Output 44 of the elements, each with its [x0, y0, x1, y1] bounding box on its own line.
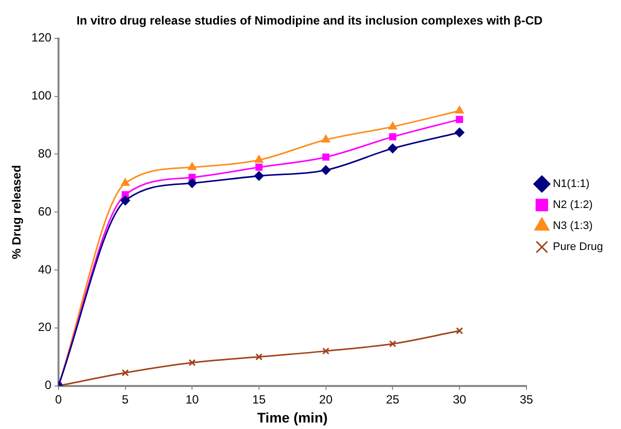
- x-tick-label: 0: [55, 392, 62, 406]
- y-tick-label: 60: [38, 204, 52, 218]
- y-axis-title: % Drug released: [10, 165, 24, 260]
- x-tick-label: 30: [452, 392, 467, 406]
- y-tick-label: 80: [38, 146, 52, 161]
- point: [120, 196, 130, 206]
- y-tick-label: 0: [44, 378, 52, 392]
- point: [455, 106, 464, 114]
- x-tick-label: 10: [185, 392, 200, 406]
- point: [389, 340, 396, 348]
- point: [454, 128, 464, 138]
- point: [456, 116, 464, 124]
- x-tick-label: 15: [252, 392, 266, 406]
- x-tick-label: 35: [520, 392, 534, 406]
- legend-label: N3 (1:3): [552, 220, 593, 232]
- y-tick-label: 120: [31, 30, 52, 45]
- point: [122, 369, 129, 376]
- point: [188, 359, 196, 366]
- point: [388, 144, 398, 154]
- point: [322, 154, 330, 161]
- point: [456, 327, 464, 334]
- chart-title: In vitro drug release studies of Nimodipine and its inclusion complexes with β-CD: [76, 14, 543, 28]
- x-tick-label: 20: [319, 392, 333, 406]
- point: [255, 353, 263, 360]
- point: [322, 134, 330, 142]
- point: [322, 347, 330, 355]
- point: [254, 155, 264, 163]
- y-tick-label: 100: [31, 88, 52, 103]
- point: [121, 178, 130, 186]
- legend-label: N2 (1:2): [552, 199, 593, 212]
- y-tick-label: 40: [38, 262, 52, 276]
- point: [188, 162, 196, 170]
- point: [254, 171, 264, 181]
- x-axis-title: Time (min): [257, 409, 328, 426]
- x-tick-label: 25: [386, 392, 400, 406]
- point: [187, 178, 197, 188]
- point: [255, 164, 263, 171]
- point: [388, 122, 397, 130]
- legend-label: Pure Drug: [552, 241, 604, 254]
- legend-label: N1(1:1): [552, 178, 590, 190]
- point: [321, 165, 331, 175]
- y-tick-label: 20: [38, 320, 52, 334]
- point: [389, 133, 396, 140]
- x-tick-label: 5: [122, 392, 129, 406]
